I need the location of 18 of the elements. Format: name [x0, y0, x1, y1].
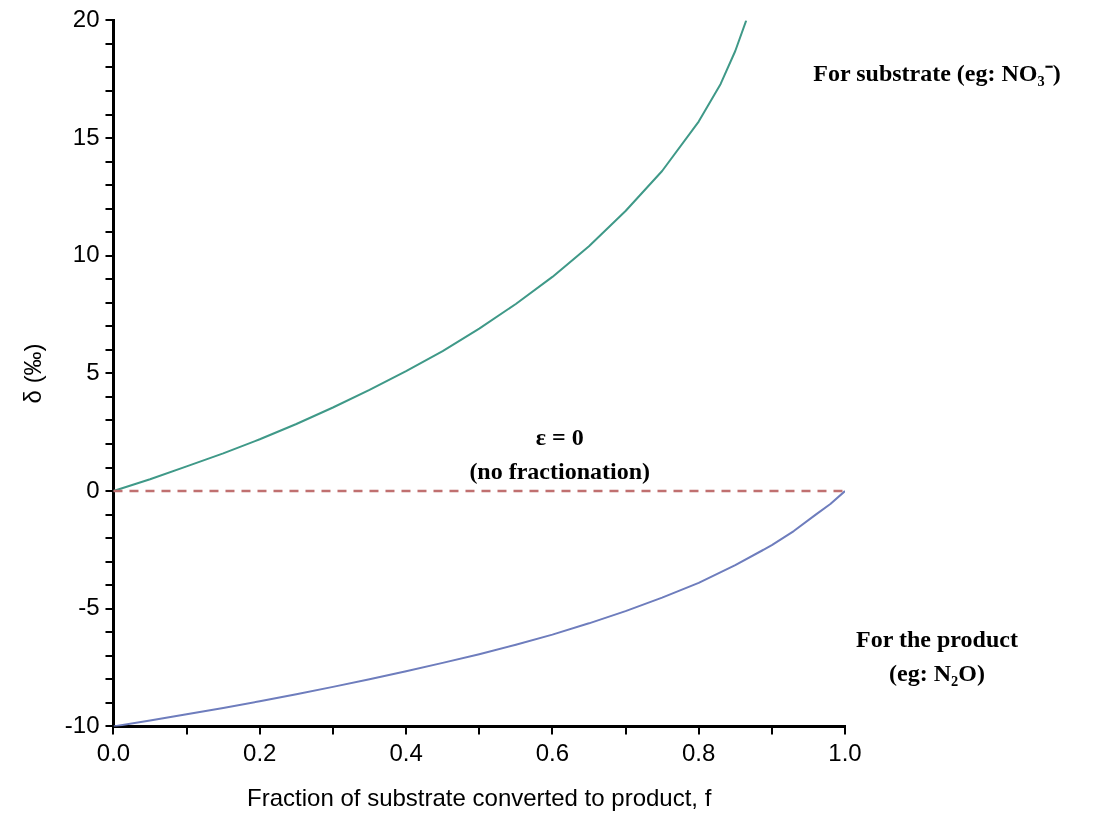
- y-tick-label: 5: [86, 358, 100, 386]
- x-tick-label: 0.2: [243, 739, 277, 767]
- ref-line-label: ε = 0 (no fractionation): [469, 424, 651, 485]
- text: For the product (eg: N₂O): [856, 626, 1018, 687]
- y-tick-label: 20: [72, 5, 100, 33]
- y-tick-label: -10: [64, 711, 100, 739]
- x-tick-label: 0.0: [96, 739, 131, 767]
- text: For substrate (eg: NO₃⁻): [813, 59, 1061, 86]
- y-tick-label: -5: [78, 593, 100, 621]
- x-tick-label: 0.4: [389, 739, 423, 767]
- x-axis-title: Fraction of substrate converted to product, f: [247, 784, 712, 812]
- x-tick-label: 0.6: [535, 739, 570, 767]
- y-tick-label: 15: [72, 122, 100, 150]
- y-axis-title: δ (‰): [19, 343, 47, 404]
- x-tick-label: 0.8: [682, 739, 716, 767]
- y-tick-label: 10: [72, 240, 100, 268]
- x-tick-label: 1.0: [828, 739, 862, 767]
- y-tick-label: 0: [86, 475, 100, 503]
